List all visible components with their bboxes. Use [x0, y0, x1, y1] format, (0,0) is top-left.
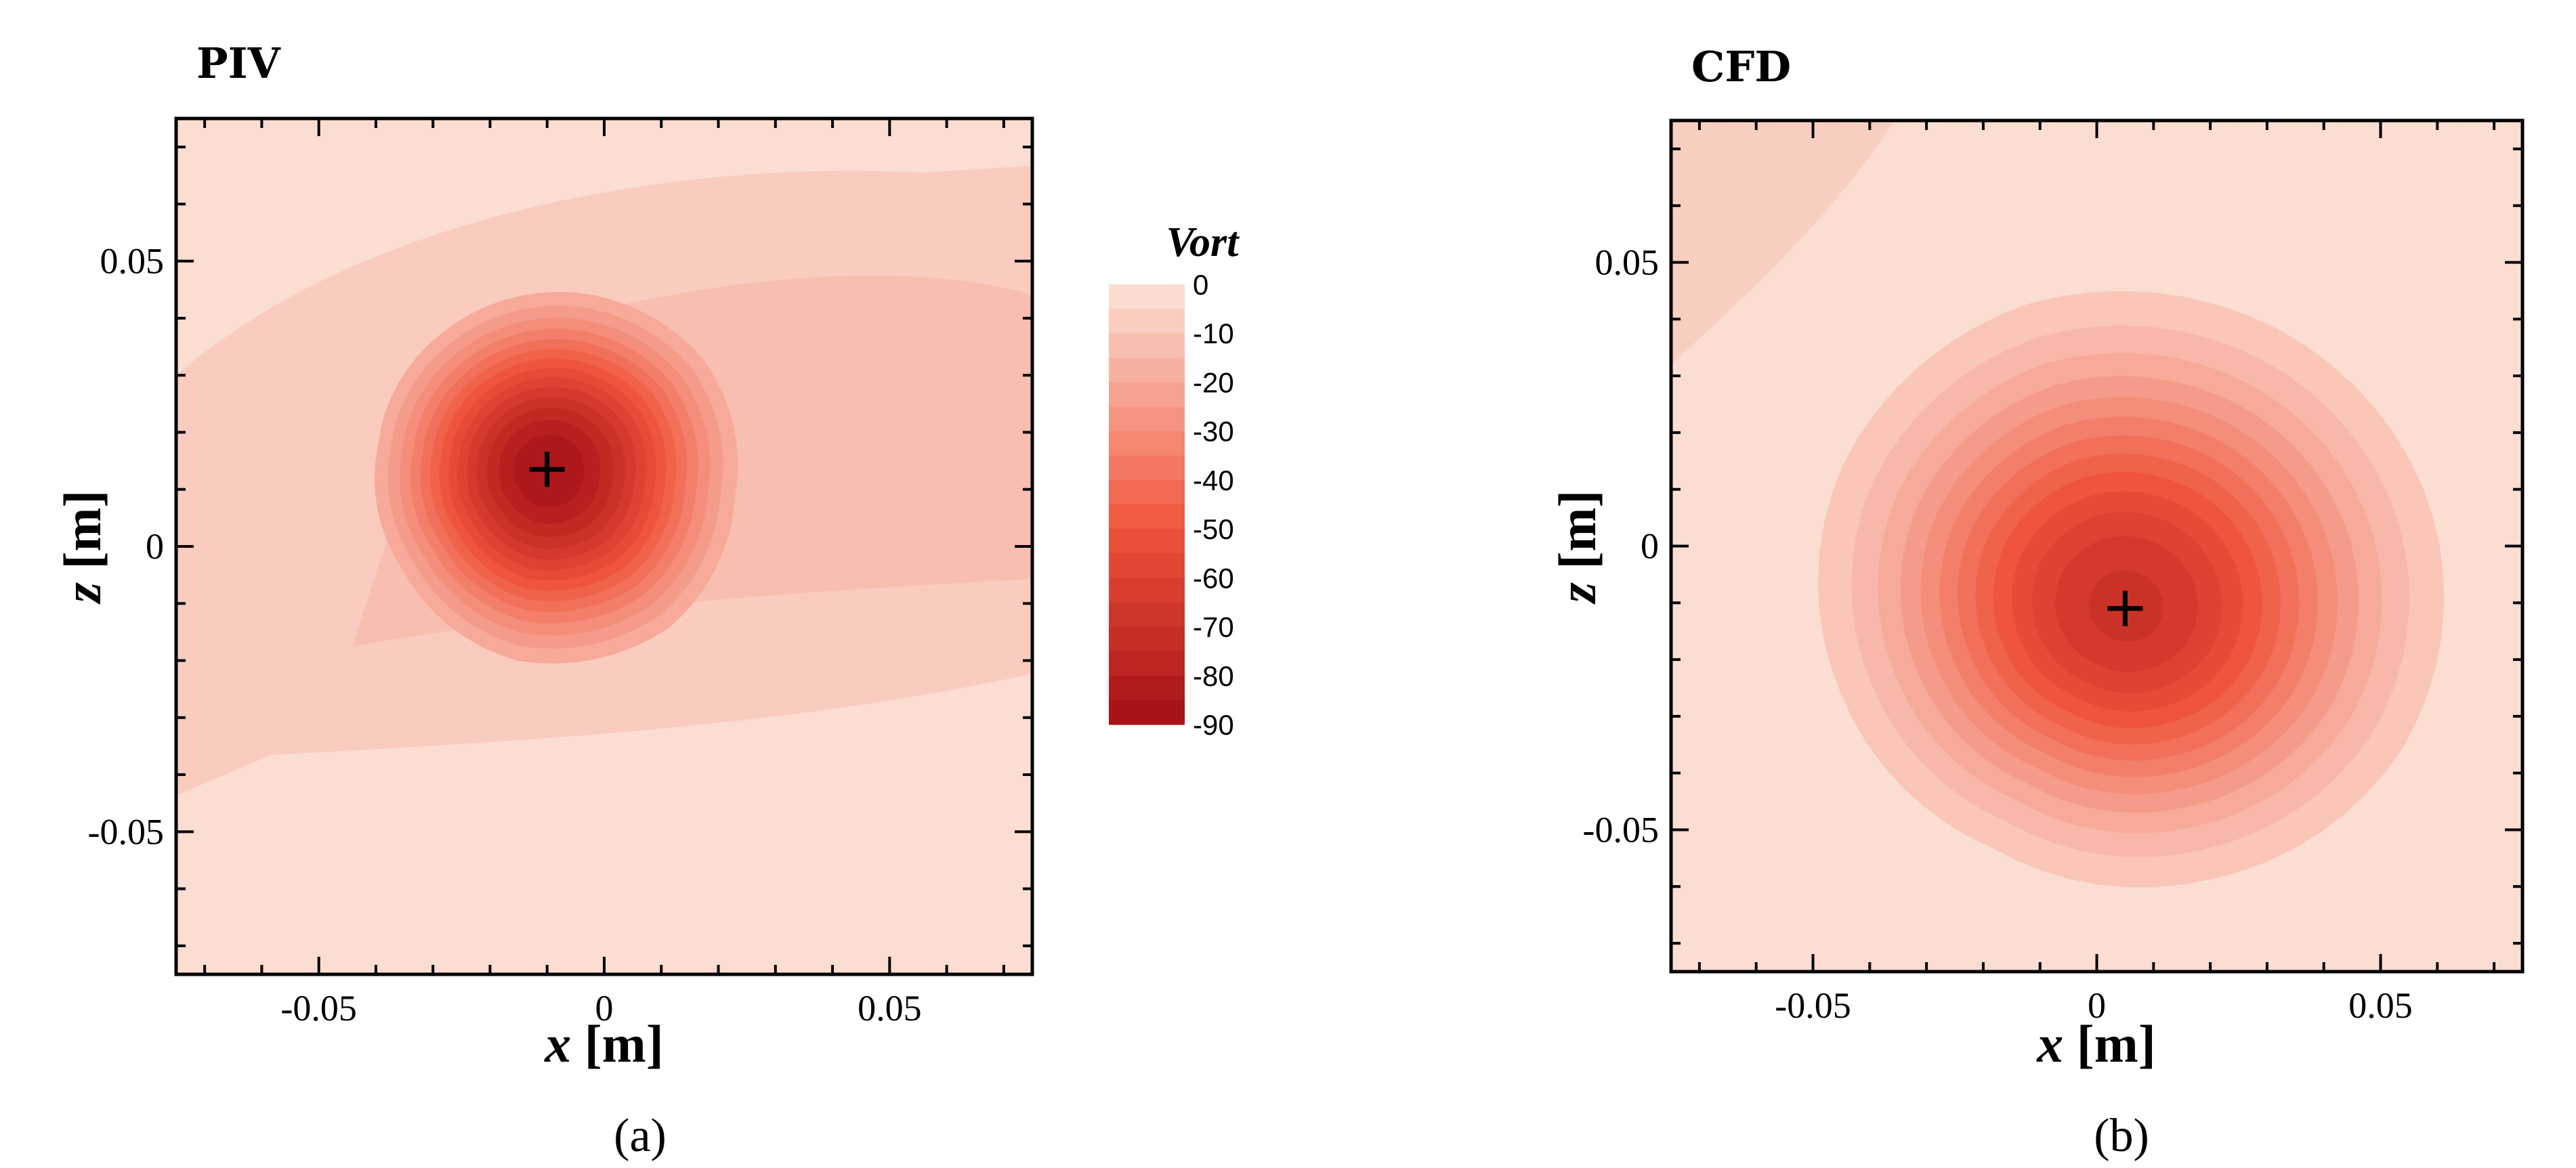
- colorbar-labels: 0 -10 -20 -30 -40 -50 -60 -70 -80 -90: [1193, 269, 1234, 741]
- colorbar-label: -70: [1193, 611, 1234, 643]
- colorbar-band: [1109, 578, 1185, 603]
- x-tick-label: -0.05: [280, 988, 356, 1029]
- x-tick-label: -0.05: [1775, 985, 1851, 1026]
- x-tick-label: 0: [2088, 985, 2106, 1026]
- panel-title: CFD: [1691, 42, 1791, 91]
- y-tick-label: 0: [1641, 526, 1659, 567]
- colorbar-band: [1109, 602, 1185, 628]
- colorbar-band: [1109, 382, 1185, 408]
- colorbar-band: [1109, 309, 1185, 334]
- colorbar-band: [1109, 358, 1185, 383]
- panel-title: PIV: [196, 39, 281, 88]
- colorbar-label: 0: [1193, 269, 1208, 301]
- colorbar-label: -40: [1193, 464, 1234, 496]
- colorbar-label: -90: [1193, 709, 1234, 741]
- colorbar-band: [1109, 333, 1185, 358]
- axis-ticks: [1671, 121, 2522, 972]
- y-tick-label: -0.05: [88, 811, 164, 852]
- x-tick-label: 0.05: [858, 988, 922, 1029]
- colorbar-band: [1109, 504, 1185, 529]
- y-axis-label: z [m]: [53, 490, 112, 605]
- colorbar-band: [1109, 479, 1185, 505]
- y-tick-label: 0: [146, 526, 164, 567]
- colorbar-band: [1109, 406, 1185, 432]
- y-tick-label: -0.05: [1583, 810, 1659, 850]
- y-tick-label: 0.05: [1595, 242, 1660, 283]
- x-tick-label: 0: [595, 988, 614, 1029]
- colorbar-band: [1109, 651, 1185, 676]
- colorbar-label: -60: [1193, 562, 1234, 594]
- panel-piv: PIV -0.05 0 0.05 -0.05 0 0.05 x [m] z [m] (a): [53, 39, 1034, 1162]
- colorbar-band: [1109, 553, 1185, 578]
- colorbar-band: [1109, 529, 1185, 554]
- colorbar: [1109, 284, 1185, 725]
- colorbar-band: [1109, 431, 1185, 456]
- x-axis-label: x [m]: [544, 1014, 663, 1073]
- colorbar-label: -10: [1193, 318, 1234, 349]
- axis-tick-labels: -0.05 0 0.05 -0.05 0 0.05: [88, 241, 922, 1029]
- axis-ticks: [176, 118, 1032, 974]
- colorbar-band: [1109, 699, 1185, 725]
- y-tick-label: 0.05: [100, 241, 165, 282]
- panel-cfd: CFD -0.05 0 0.05 -0.05 0 0.05 x [m] z [m] (b): [1548, 42, 2525, 1162]
- colorbar-band: [1109, 675, 1185, 701]
- panel-caption: (b): [2094, 1110, 2149, 1162]
- y-axis-label: z [m]: [1548, 490, 1607, 605]
- legend-title: Vort: [1166, 219, 1240, 265]
- x-axis-label: x [m]: [2036, 1014, 2155, 1073]
- contour-plot: [1671, 121, 2522, 972]
- colorbar-label: -50: [1193, 513, 1234, 545]
- contour-band: [1671, 121, 1895, 364]
- colorbar-band: [1109, 626, 1185, 652]
- panel-caption: (a): [614, 1110, 667, 1162]
- x-tick-label: 0.05: [2348, 985, 2413, 1026]
- colorbar-band: [1109, 284, 1185, 309]
- colorbar-legend: Vort 0 -10 -20 -30 -40 -50 -60 -70 -80 -90: [1109, 219, 1240, 741]
- colorbar-label: -20: [1193, 366, 1234, 398]
- colorbar-band: [1109, 455, 1185, 481]
- colorbar-label: -80: [1193, 660, 1234, 692]
- contour-plot: [176, 118, 1032, 974]
- axis-tick-labels: -0.05 0 0.05 -0.05 0 0.05: [1583, 242, 2413, 1026]
- colorbar-label: -30: [1193, 416, 1234, 448]
